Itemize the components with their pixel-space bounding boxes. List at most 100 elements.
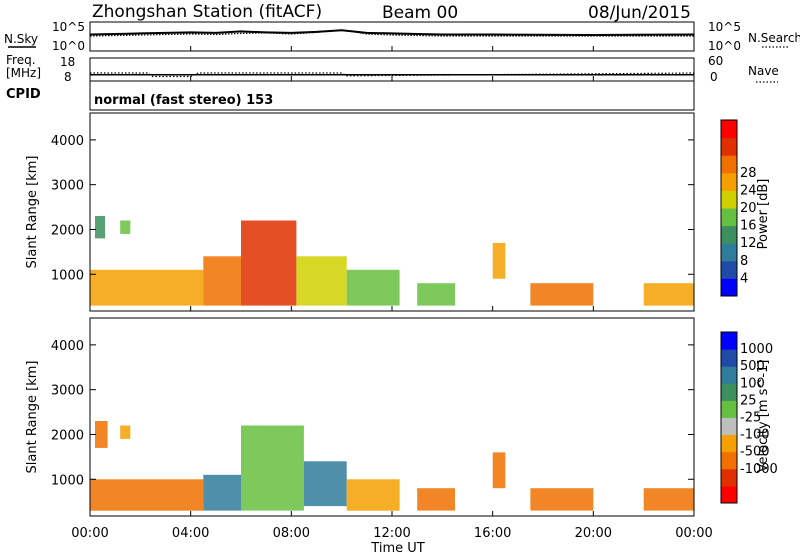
power-colorbar-swatch-4 bbox=[721, 208, 737, 227]
station-title: Zhongshan Station (fitACF) bbox=[92, 2, 322, 22]
power-colorbar-swatch-3 bbox=[721, 225, 737, 244]
velocity-region-2 bbox=[120, 425, 131, 439]
power-region-4 bbox=[241, 220, 297, 306]
power-colorbar-tick-3: 16 bbox=[740, 219, 757, 234]
power-region-7 bbox=[417, 283, 455, 306]
velocity-colorbar-tick-1: 500 bbox=[740, 359, 765, 374]
power-colorbar: 4 8 12 16 20 24 28 bbox=[720, 119, 757, 297]
velocity-region-0 bbox=[90, 479, 204, 511]
velocity-colorbar-tick-2: 100 bbox=[740, 376, 765, 391]
noise-right-label: N.Search bbox=[748, 31, 800, 45]
velocity-heatmap bbox=[90, 421, 694, 511]
power-colorbar-swatch-0 bbox=[721, 278, 737, 297]
velocity-colorbar-swatch-9 bbox=[721, 332, 737, 350]
power-region-3 bbox=[203, 256, 242, 306]
xtick-label-5: 20:00 bbox=[575, 526, 612, 541]
power-colorbar-swatch-9 bbox=[721, 120, 737, 139]
xtick-label-6: 00:00 bbox=[675, 526, 712, 541]
noise-left-tick-bottom: 10^0 bbox=[52, 39, 85, 53]
velocity-ytick-label-1: 2000 bbox=[51, 428, 84, 443]
power-colorbar-tick-4: 20 bbox=[740, 201, 757, 216]
velocity-colorbar-swatch-1 bbox=[721, 468, 737, 487]
freq-left-label-2: [MHz] bbox=[6, 66, 41, 80]
velocity-region-9 bbox=[530, 488, 594, 511]
velocity-region-3 bbox=[203, 474, 242, 511]
power-colorbar-tick-0: 4 bbox=[740, 271, 748, 286]
noise-left-label: N.Sky bbox=[4, 32, 38, 46]
velocity-colorbar-tick-6: -500 bbox=[740, 445, 770, 460]
power-ytick-label-2: 3000 bbox=[51, 179, 84, 194]
velocity-colorbar-swatch-5 bbox=[721, 400, 737, 418]
power-region-8 bbox=[492, 242, 506, 279]
freq-left-label-1: Freq. bbox=[6, 53, 36, 67]
power-ylabel: Slant Range [km] bbox=[25, 156, 40, 269]
velocity-colorbar-swatch-6 bbox=[721, 383, 737, 401]
power-region-10 bbox=[643, 283, 694, 306]
velocity-ytick-label-3: 4000 bbox=[51, 339, 84, 354]
freq-tick-bottom: 8 bbox=[64, 70, 72, 84]
power-colorbar-tick-5: 24 bbox=[740, 183, 757, 198]
power-region-0 bbox=[90, 269, 204, 306]
power-ytick-label-3: 4000 bbox=[51, 134, 84, 149]
velocity-ylabel: Slant Range [km] bbox=[25, 361, 40, 474]
cpid-text: normal (fast stereo) 153 bbox=[94, 93, 273, 108]
velocity-colorbar-swatch-8 bbox=[721, 349, 737, 367]
velocity-colorbar-swatch-7 bbox=[721, 366, 737, 384]
velocity-colorbar-tick-7: -1000 bbox=[740, 462, 778, 477]
power-colorbar-swatch-8 bbox=[721, 137, 737, 156]
power-colorbar-swatch-2 bbox=[721, 243, 737, 262]
xtick-label-1: 04:00 bbox=[172, 526, 209, 541]
velocity-colorbar: 1000 500 100 25 -25 -100 -500 -1000 bbox=[720, 331, 778, 504]
velocity-region-5 bbox=[303, 461, 347, 507]
power-colorbar-tick-6: 28 bbox=[740, 166, 757, 181]
velocity-colorbar-tick-0: 1000 bbox=[740, 342, 773, 357]
noise-right-tick-bottom: 10^0 bbox=[708, 39, 741, 53]
velocity-colorbar-swatch-4 bbox=[721, 417, 737, 436]
xtick-label-0: 00:00 bbox=[71, 526, 108, 541]
time-axis-label: Time UT bbox=[370, 541, 424, 554]
power-colorbar-swatch-1 bbox=[721, 260, 737, 279]
velocity-colorbar-swatch-0 bbox=[721, 485, 737, 504]
nave-series bbox=[90, 72, 695, 78]
velocity-colorbar-swatch-3 bbox=[721, 434, 737, 453]
noise-left-tick-top: 10^5 bbox=[52, 20, 85, 34]
power-heatmap bbox=[90, 216, 694, 306]
power-colorbar-frame bbox=[720, 119, 738, 297]
beam-label: Beam 00 bbox=[382, 3, 458, 23]
noise-series-sky bbox=[89, 29, 695, 37]
velocity-colorbar-tick-5: -100 bbox=[740, 428, 770, 443]
velocity-region-7 bbox=[417, 488, 455, 511]
nave-tick-bottom: 0 bbox=[710, 70, 718, 84]
noise-lines bbox=[89, 29, 695, 37]
power-region-1 bbox=[95, 216, 106, 239]
velocity-colorbar-swatch-2 bbox=[721, 451, 737, 470]
velocity-colorbar-tick-4: -25 bbox=[740, 411, 761, 426]
power-y-axis: 1000 2000 3000 4000 bbox=[51, 134, 694, 283]
cpid-label: CPID bbox=[6, 87, 41, 102]
noise-series-search bbox=[89, 29, 694, 37]
velocity-colorbar-tick-3: 25 bbox=[740, 393, 757, 408]
power-colorbar-swatch-7 bbox=[721, 155, 737, 174]
velocity-region-1 bbox=[95, 421, 108, 448]
power-colorbar-tick-2: 12 bbox=[740, 236, 757, 251]
power-ytick-label-1: 2000 bbox=[51, 223, 84, 238]
velocity-region-6 bbox=[346, 479, 400, 511]
freq-lines bbox=[90, 72, 695, 78]
power-region-5 bbox=[296, 256, 347, 306]
power-colorbar-tick-1: 8 bbox=[740, 254, 748, 269]
power-ytick-label-0: 1000 bbox=[51, 268, 84, 283]
xtick-label-3: 12:00 bbox=[373, 526, 410, 541]
freq-tick-top: 18 bbox=[60, 55, 75, 69]
velocity-colorbar-frame bbox=[720, 331, 738, 504]
nave-tick-top: 60 bbox=[708, 54, 723, 68]
power-region-9 bbox=[530, 283, 594, 306]
xtick-label-2: 08:00 bbox=[273, 526, 310, 541]
nave-label: Nave bbox=[748, 64, 779, 78]
velocity-y-axis: 1000 2000 3000 4000 bbox=[51, 339, 694, 488]
power-colorbar-label: Power [dB] bbox=[756, 179, 771, 250]
velocity-region-10 bbox=[643, 488, 694, 511]
power-region-2 bbox=[120, 220, 131, 234]
velocity-region-8 bbox=[492, 452, 506, 489]
velocity-region-4 bbox=[241, 425, 304, 511]
